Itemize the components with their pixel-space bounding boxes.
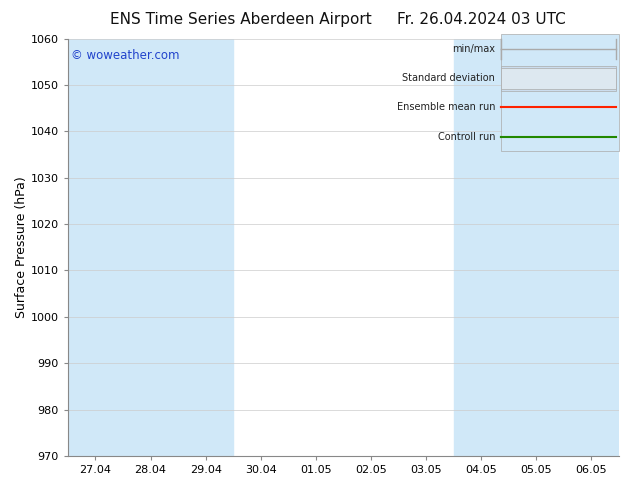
FancyBboxPatch shape: [500, 34, 619, 151]
Text: Ensemble mean run: Ensemble mean run: [396, 102, 495, 113]
FancyBboxPatch shape: [500, 66, 616, 91]
Bar: [123, 39, 178, 456]
Bar: [454, 39, 509, 456]
Bar: [564, 39, 619, 456]
Text: min/max: min/max: [452, 44, 495, 54]
Bar: [68, 39, 123, 456]
Text: © woweather.com: © woweather.com: [70, 49, 179, 62]
Text: Standard deviation: Standard deviation: [402, 73, 495, 83]
Bar: [509, 39, 564, 456]
Y-axis label: Surface Pressure (hPa): Surface Pressure (hPa): [15, 176, 28, 318]
FancyBboxPatch shape: [500, 68, 616, 89]
Bar: [178, 39, 233, 456]
Text: Fr. 26.04.2024 03 UTC: Fr. 26.04.2024 03 UTC: [398, 12, 566, 27]
Text: Controll run: Controll run: [437, 132, 495, 142]
Text: ENS Time Series Aberdeen Airport: ENS Time Series Aberdeen Airport: [110, 12, 372, 27]
